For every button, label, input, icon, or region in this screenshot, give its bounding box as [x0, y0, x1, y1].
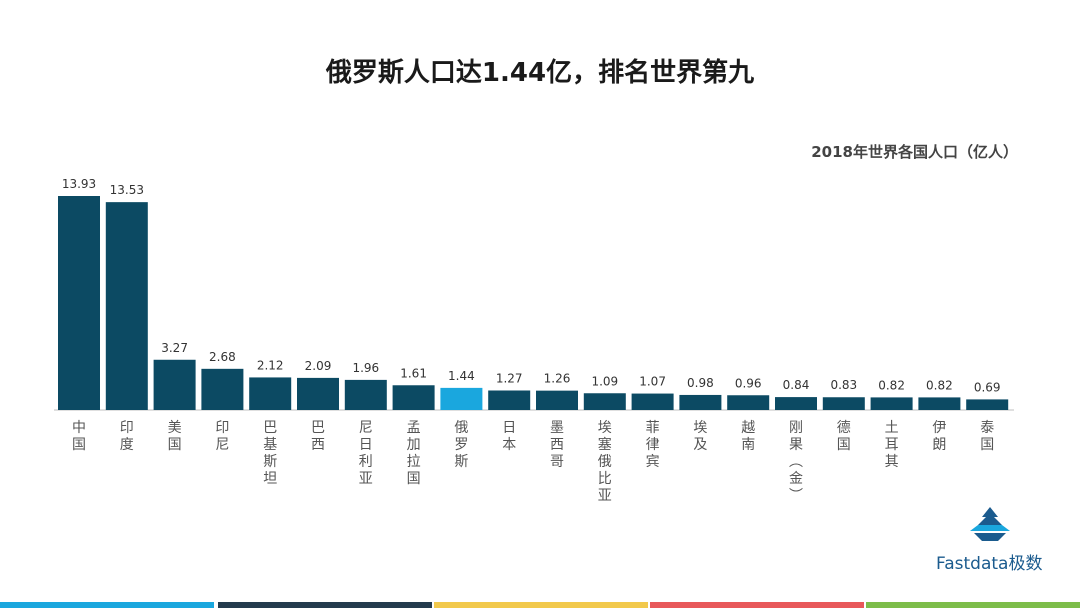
- bar-10: [536, 390, 578, 410]
- bar-0: [58, 196, 100, 410]
- category-label-4: 巴基斯坦: [263, 420, 277, 487]
- category-label-14: 越南: [741, 420, 755, 453]
- category-label-6: 尼日利亚: [359, 420, 373, 487]
- value-label-0: 13.93: [62, 177, 96, 191]
- category-label-1: 印度: [120, 420, 134, 453]
- logo-text: Fastdata极数: [936, 554, 1043, 574]
- footer-segment-0: [0, 602, 214, 608]
- bar-17: [870, 397, 913, 410]
- bar-4: [249, 377, 292, 410]
- category-label-15: 刚果︵金︶: [789, 420, 803, 504]
- bar-15: [775, 397, 817, 410]
- value-label-8: 1.44: [448, 369, 475, 383]
- value-label-3: 2.68: [209, 350, 236, 364]
- bar-14: [727, 395, 770, 410]
- bar-3: [201, 368, 244, 410]
- category-label-3: 印尼: [215, 420, 229, 453]
- category-label-2: 美国: [168, 420, 182, 453]
- bar-18: [918, 397, 961, 410]
- value-label-5: 2.09: [305, 359, 332, 373]
- category-label-13: 埃及: [693, 420, 707, 453]
- category-label-19: 泰国: [980, 420, 994, 453]
- bar-11: [583, 393, 626, 410]
- bar-8: [440, 387, 483, 410]
- value-label-11: 1.09: [591, 374, 618, 388]
- category-label-16: 德国: [837, 420, 851, 453]
- bar-19: [966, 399, 1009, 410]
- category-label-7: 孟加拉国: [407, 420, 421, 487]
- category-label-9: 日本: [502, 420, 516, 453]
- bar-6: [344, 379, 387, 410]
- category-label-18: 伊朗: [932, 420, 946, 453]
- footer-segment-2: [434, 602, 648, 608]
- mountain-logo-icon: [970, 507, 1010, 541]
- value-label-14: 0.96: [735, 376, 762, 390]
- chart-title: 俄罗斯人口达1.44亿，排名世界第九: [325, 58, 755, 88]
- value-label-16: 0.83: [830, 378, 857, 392]
- value-label-2: 3.27: [161, 341, 188, 355]
- bar-7: [392, 385, 435, 410]
- value-label-15: 0.84: [783, 378, 810, 392]
- category-label-12: 菲律宾: [646, 420, 660, 470]
- bar-chart: 13.93 中国 13.53 印度 3.27 美国 2.68 印尼 2.12 巴基斯坦 2.09 巴西…: [54, 177, 1014, 504]
- bar-5: [297, 377, 339, 410]
- value-label-4: 2.12: [257, 358, 284, 372]
- footer-segment-1: [218, 602, 432, 608]
- bar-12: [631, 393, 674, 410]
- category-label-5: 巴西: [311, 420, 325, 453]
- category-label-0: 中国: [72, 420, 86, 453]
- value-label-13: 0.98: [687, 376, 714, 390]
- bar-13: [679, 394, 722, 410]
- category-label-8: 俄罗斯: [454, 420, 468, 470]
- value-label-9: 1.27: [496, 371, 523, 385]
- category-label-17: 土耳其: [885, 420, 899, 470]
- bar-9: [488, 390, 531, 410]
- footer-segment-3: [650, 602, 864, 608]
- bar-2: [153, 359, 196, 410]
- value-label-12: 1.07: [639, 375, 666, 389]
- value-label-17: 0.82: [878, 378, 905, 392]
- chart-subtitle: 2018年世界各国人口（亿人）: [811, 143, 1018, 161]
- value-label-7: 1.61: [400, 366, 427, 380]
- category-label-11: 埃塞俄比亚: [598, 420, 612, 504]
- category-label-10: 墨西哥: [550, 420, 564, 470]
- footer-segment-4: [866, 602, 1080, 608]
- value-label-10: 1.26: [544, 372, 571, 386]
- value-label-1: 13.53: [110, 183, 144, 197]
- value-label-6: 1.96: [352, 361, 379, 375]
- bar-16: [822, 397, 865, 410]
- value-label-19: 0.69: [974, 380, 1001, 394]
- value-label-18: 0.82: [926, 378, 953, 392]
- bar-1: [105, 202, 148, 410]
